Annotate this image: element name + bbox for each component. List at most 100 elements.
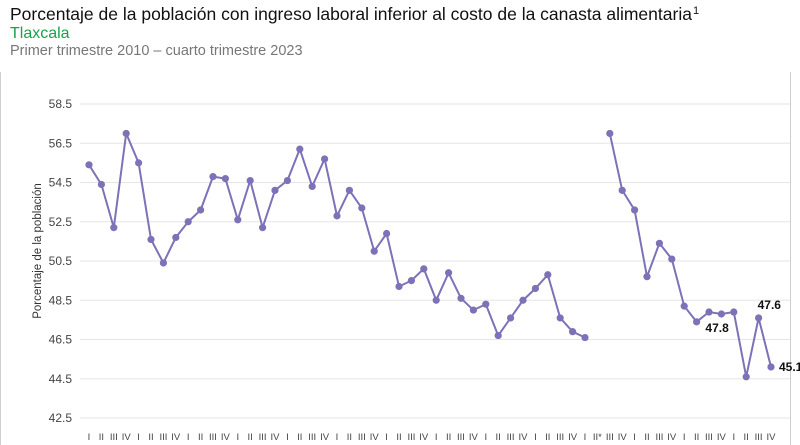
x-tick-label: II — [446, 432, 451, 443]
data-point — [730, 308, 738, 316]
data-point — [494, 331, 502, 340]
y-tick-label: 50.5 — [49, 254, 73, 268]
data-point — [209, 173, 217, 181]
y-tick-label: 48.5 — [49, 293, 73, 307]
data-point — [172, 233, 180, 242]
data-point — [631, 206, 639, 214]
data-point — [308, 182, 316, 191]
data-point — [259, 224, 267, 232]
x-tick-label: II — [496, 432, 501, 443]
data-point — [544, 271, 552, 279]
x-tick-label: III — [209, 432, 217, 443]
data-point — [432, 296, 440, 304]
data-point — [606, 129, 614, 138]
data-point — [581, 333, 589, 342]
x-tick-label: III — [308, 432, 316, 443]
x-tick-label: IV — [122, 432, 132, 443]
x-tick-label: I — [385, 432, 388, 443]
title-footnote-marker: 1 — [692, 5, 700, 17]
data-point — [693, 318, 701, 326]
x-tick-label: II — [198, 432, 203, 443]
data-point — [643, 273, 651, 281]
x-tick-label: III — [159, 432, 167, 443]
y-tick-label: 44.5 — [49, 372, 73, 386]
data-point — [482, 300, 490, 308]
data-point — [668, 255, 676, 263]
y-tick-label: 46.5 — [49, 333, 73, 347]
x-tick-label: I — [732, 432, 735, 443]
frame-right-border — [790, 72, 791, 445]
x-tick-label: III — [507, 432, 515, 443]
x-tick-label: III — [705, 432, 713, 443]
data-point — [420, 265, 428, 273]
data-point — [767, 363, 775, 371]
y-axis-ticks: 58.5 56.5 54.5 52.5 50.5 48.5 46.5 44.5 42.5 — [49, 97, 73, 425]
x-tick-label: I — [534, 432, 537, 443]
x-tick-label: II* — [593, 432, 602, 443]
data-point — [246, 176, 254, 185]
data-points — [85, 129, 775, 381]
x-tick-label: II — [347, 432, 352, 443]
data-point — [271, 186, 279, 194]
x-tick-label: I — [435, 432, 438, 443]
x-tick-label: IV — [519, 432, 529, 443]
x-axis-ticks: I II III IV I II III IV I II III IV I II III IV I II III IV… — [88, 432, 776, 443]
x-tick-label: III — [457, 432, 465, 443]
series-line — [608, 133, 772, 378]
data-labels: 47.8 47.6 45.1 — [705, 298, 800, 374]
x-tick-label: II — [99, 432, 104, 443]
x-tick-label: IV — [171, 432, 181, 443]
data-point — [519, 296, 527, 304]
data-point — [85, 161, 93, 169]
chart-title: Porcentaje de la población con ingreso l… — [10, 4, 699, 25]
chart-subtitle: Tlaxcala — [10, 25, 70, 42]
x-tick-label: III — [259, 432, 267, 443]
data-point — [296, 145, 304, 153]
data-point — [358, 204, 366, 212]
x-tick-label: I — [88, 432, 91, 443]
data-point — [110, 224, 118, 232]
data-point — [370, 247, 378, 255]
x-tick-label: III — [606, 432, 614, 443]
data-point — [569, 328, 577, 336]
x-tick-label: IV — [568, 432, 578, 443]
data-point — [333, 212, 341, 220]
x-tick-label: IV — [717, 432, 727, 443]
x-tick-label: III — [655, 432, 663, 443]
x-tick-label: IV — [618, 432, 628, 443]
x-tick-label: II — [396, 432, 401, 443]
data-point — [407, 277, 415, 285]
y-tick-label: 56.5 — [49, 136, 73, 150]
data-point — [345, 186, 353, 194]
data-label: 47.8 — [705, 321, 729, 335]
data-label: 47.6 — [758, 298, 782, 312]
x-tick-label: III — [556, 432, 564, 443]
x-tick-label: I — [336, 432, 339, 443]
x-tick-label: I — [633, 432, 636, 443]
x-tick-label: II — [545, 432, 550, 443]
frame-left-border — [0, 72, 1, 445]
x-tick-label: II — [694, 432, 699, 443]
x-tick-label: II — [148, 432, 153, 443]
x-tick-label: II — [248, 432, 253, 443]
y-tick-label: 54.5 — [49, 176, 73, 190]
data-point — [184, 218, 192, 226]
chart-title-text: Porcentaje de la población con ingreso l… — [10, 4, 692, 24]
data-point — [97, 180, 105, 189]
x-tick-label: I — [484, 432, 487, 443]
data-point — [395, 282, 403, 291]
x-tick-label: I — [137, 432, 140, 443]
data-point — [755, 314, 763, 322]
series-line — [88, 129, 586, 339]
data-point — [197, 206, 205, 214]
series-lines — [88, 129, 772, 378]
data-point — [618, 186, 626, 194]
data-point — [159, 259, 167, 267]
data-point — [531, 284, 540, 293]
x-tick-label: III — [755, 432, 763, 443]
data-point — [742, 373, 750, 381]
data-point — [717, 310, 726, 318]
x-tick-label: II — [644, 432, 649, 443]
x-tick-label: I — [236, 432, 239, 443]
